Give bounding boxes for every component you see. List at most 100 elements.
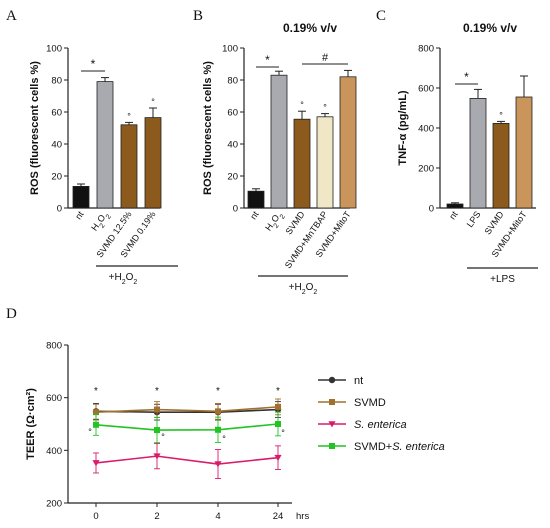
series-line — [95, 423, 279, 431]
y-tick-label: 800 — [46, 341, 62, 352]
y-tick-label: 40 — [51, 140, 62, 151]
y-tick-label: 400 — [46, 446, 62, 457]
bar — [316, 116, 334, 209]
significance-marker: ° — [222, 434, 226, 444]
bar — [492, 123, 510, 209]
legend-label: S. enterica — [354, 419, 407, 431]
legend: nt SVMD S. enterica SVMD+S. enterica — [318, 375, 445, 453]
x-tick-label: 4 — [215, 511, 220, 522]
panel-label-a: A — [6, 8, 17, 24]
bar — [120, 124, 138, 209]
significance-marker: * — [155, 386, 159, 397]
data-point — [328, 421, 336, 428]
significance-marker: ° — [161, 432, 165, 442]
significance-marker: ° — [323, 103, 327, 113]
series-line — [95, 455, 279, 465]
bar — [247, 190, 265, 209]
category-label: LPS — [465, 209, 483, 229]
y-axis-label: ROS (fluorescent cells %) — [202, 61, 214, 195]
category-label: H2O2 — [263, 209, 286, 234]
category-label: SVMD — [284, 209, 307, 236]
data-point — [215, 426, 221, 433]
bar — [293, 118, 311, 209]
legend-label: SVMD — [354, 397, 386, 409]
legend-label: SVMD+S. enterica — [354, 441, 445, 453]
data-point — [214, 461, 222, 468]
significance-marker: ° — [127, 111, 131, 121]
y-tick-label: 200 — [418, 164, 434, 175]
y-tick-label: 20 — [227, 172, 238, 183]
x-tick-label: 0 — [93, 511, 98, 522]
y-tick-label: 400 — [418, 124, 434, 135]
bar-panel-a: 0 20 40 60 80 100 ROS (fluorescent cells %) ntH… — [29, 44, 178, 286]
bar — [339, 76, 357, 209]
bar — [515, 96, 533, 209]
category-label: nt — [248, 209, 261, 221]
x-tick-label: 2 — [154, 511, 159, 522]
bracket-label: # — [322, 52, 329, 64]
bracket-label: * — [265, 53, 270, 67]
y-tick-label: 0 — [429, 204, 434, 215]
y-axis-label: TNF-α (pg/mL) — [397, 90, 409, 166]
data-point — [93, 421, 99, 428]
y-tick-label: 40 — [227, 140, 238, 151]
y-tick-label: 200 — [46, 499, 62, 510]
significance-marker: ° — [281, 428, 285, 438]
bar-panel-c: 0 200 400 600 800 TNF-α (pg/mL) 0.19% v/v nt LPS… — [397, 21, 538, 285]
x-tick-label: 24 — [273, 511, 284, 522]
data-point — [154, 406, 160, 413]
legend-label: nt — [354, 375, 363, 387]
category-label: nt — [73, 209, 86, 221]
series-line — [95, 406, 279, 413]
group-label: +H2O2 — [289, 282, 318, 296]
bar — [72, 185, 90, 209]
data-point — [154, 427, 160, 434]
category-label: H2O2 — [89, 209, 112, 234]
series-line — [95, 408, 279, 413]
category-label: SVMD — [483, 209, 506, 236]
chart-title: 0.19% v/v — [283, 21, 337, 35]
data-point — [215, 408, 221, 415]
series — [93, 411, 281, 444]
series — [93, 398, 281, 421]
y-axis-label: TEER (Ω·cm²) — [25, 388, 37, 460]
y-tick-label: 100 — [46, 44, 62, 55]
y-tick-label: 20 — [51, 172, 62, 183]
significance-marker: ° — [88, 427, 92, 437]
data-point — [92, 460, 100, 467]
panel-label-c: C — [376, 8, 386, 24]
y-tick-label: 800 — [418, 44, 434, 55]
data-point — [328, 376, 336, 384]
data-point — [329, 443, 335, 449]
bar — [270, 74, 288, 209]
category-label: nt — [447, 209, 460, 221]
data-point — [275, 403, 281, 410]
bracket-label: * — [464, 70, 469, 84]
y-tick-label: 0 — [233, 204, 238, 215]
bar — [144, 117, 162, 209]
significance-marker: ° — [499, 110, 503, 120]
significance-marker: ° — [300, 100, 304, 110]
data-point — [153, 453, 161, 460]
panel-label-d: D — [6, 306, 17, 322]
significance-marker: * — [216, 386, 220, 397]
y-tick-label: 100 — [222, 44, 238, 55]
y-tick-label: 600 — [46, 393, 62, 404]
significance-marker: ° — [151, 97, 155, 107]
y-tick-label: 0 — [57, 204, 62, 215]
significance-marker: * — [94, 386, 98, 397]
data-point — [93, 409, 99, 416]
data-point — [274, 454, 282, 462]
bar — [469, 98, 487, 209]
y-tick-label: 60 — [227, 108, 238, 119]
y-tick-label: 80 — [227, 76, 238, 87]
bracket-label: * — [91, 57, 96, 71]
significance-marker: * — [276, 386, 280, 397]
bar-panel-b: 0 20 40 60 80 100 ROS (fluorescent cells %) 0.1… — [202, 21, 357, 296]
chart-title: 0.19% v/v — [463, 21, 517, 35]
data-point — [275, 421, 281, 427]
y-tick-label: 80 — [51, 76, 62, 87]
y-axis-label: ROS (fluorescent cells %) — [29, 61, 41, 195]
